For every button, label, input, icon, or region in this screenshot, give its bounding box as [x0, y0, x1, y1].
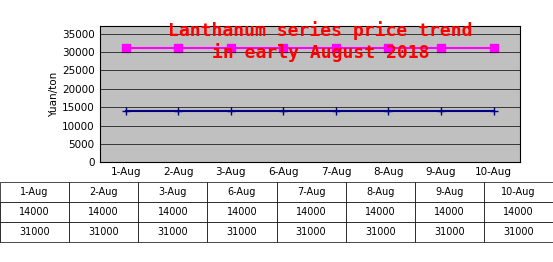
Text: Date: Date [530, 192, 553, 203]
Y-axis label: Yuan/ton: Yuan/ton [49, 72, 59, 117]
Text: Lanthanum series price trend
in early August 2018: Lanthanum series price trend in early Au… [169, 21, 473, 62]
